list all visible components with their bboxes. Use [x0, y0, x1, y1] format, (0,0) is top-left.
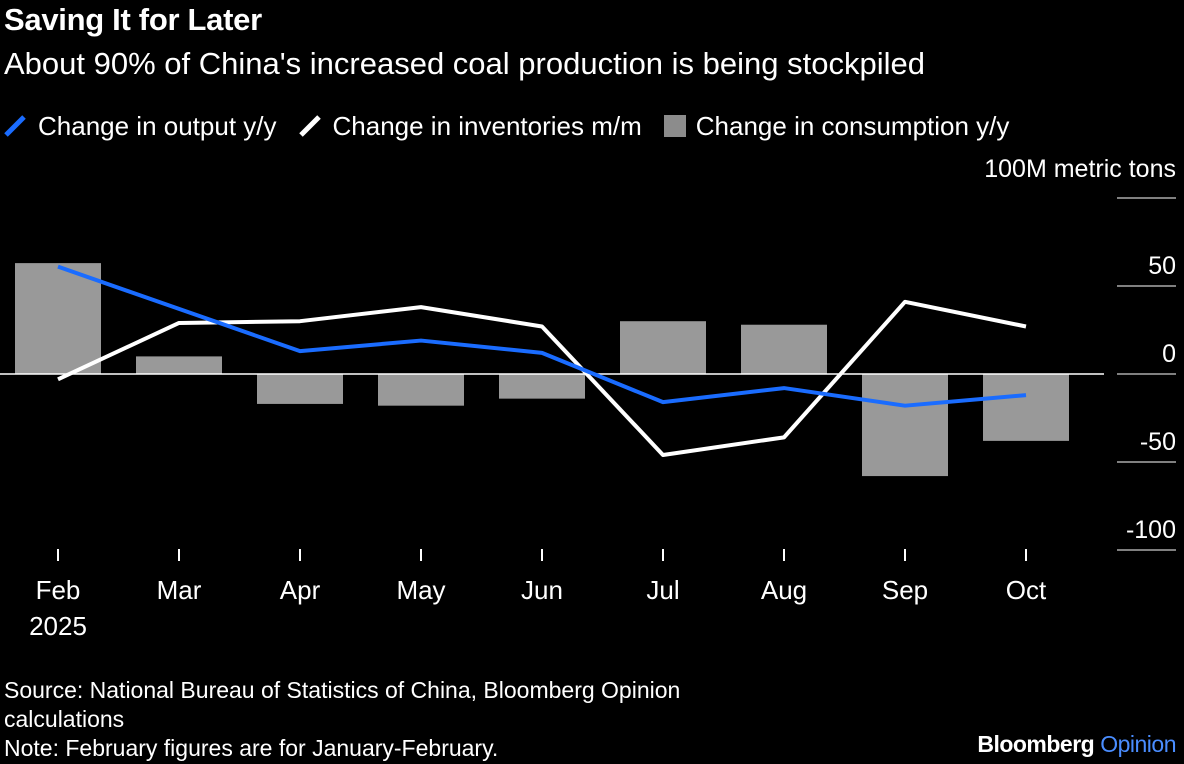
chart-title: Saving It for Later — [4, 2, 262, 37]
chart-plot: 50 0 -50 -100 Feb 2025 Mar Apr May Jun Jul Aug Sep Oc… — [0, 197, 1176, 641]
bar-consumption — [15, 263, 101, 374]
chart-subtitle: About 90% of China's increased coal prod… — [4, 46, 925, 81]
x-tick-label: Apr — [280, 575, 321, 605]
bar-consumption — [378, 374, 464, 406]
source-text: Source: National Bureau of Statistics of… — [4, 677, 681, 732]
legend-item-inventories: Change in inventories m/m — [295, 111, 642, 142]
x-tick-label: Oct — [1006, 575, 1047, 605]
legend-swatch-inventories — [298, 115, 321, 137]
legend-swatch-output — [4, 115, 26, 137]
x-tick-label: Jul — [646, 575, 679, 605]
brand-name: Bloomberg — [977, 731, 1095, 757]
legend: Change in output y/y Change in inventori… — [0, 108, 1027, 144]
legend-item-output: Change in output y/y — [0, 111, 277, 142]
legend-label-consumption: Change in consumption y/y — [695, 110, 1010, 141]
brand-sub: Opinion — [1100, 731, 1176, 757]
legend-swatch-consumption — [663, 115, 686, 137]
x-tick-label: Mar — [157, 575, 202, 605]
bar-consumption — [983, 374, 1069, 441]
bar-consumption — [499, 374, 585, 399]
bar-consumption — [620, 321, 706, 374]
y-tick-label: -50 — [1140, 428, 1176, 456]
y-tick-label: 50 — [1148, 252, 1176, 280]
y-tick-label: -100 — [1126, 516, 1176, 544]
x-tick-label: May — [396, 575, 445, 605]
legend-item-consumption: Change in consumption y/y — [660, 110, 1010, 142]
bar-consumption — [136, 356, 222, 374]
bar-consumption — [741, 324, 827, 374]
x-tick-label: Jun — [521, 575, 563, 605]
x-tick-sublabel: 2025 — [29, 611, 87, 641]
x-tick-label: Sep — [882, 575, 928, 605]
y-tick-label: 0 — [1162, 340, 1176, 368]
bar-consumption — [862, 374, 948, 477]
legend-label-output: Change in output y/y — [38, 110, 277, 141]
x-tick-label: Feb — [36, 575, 81, 605]
x-tick-label: Aug — [761, 575, 807, 605]
brand-logo: Bloomberg Opinion — [977, 731, 1176, 758]
legend-label-inventories: Change in inventories m/m — [332, 110, 642, 141]
bar-consumption — [257, 374, 343, 404]
footer: Source: National Bureau of Statistics of… — [4, 676, 724, 763]
note-text: Note: February figures are for January-F… — [4, 735, 499, 761]
y-axis-unit-label: 100M metric tons — [984, 155, 1176, 183]
